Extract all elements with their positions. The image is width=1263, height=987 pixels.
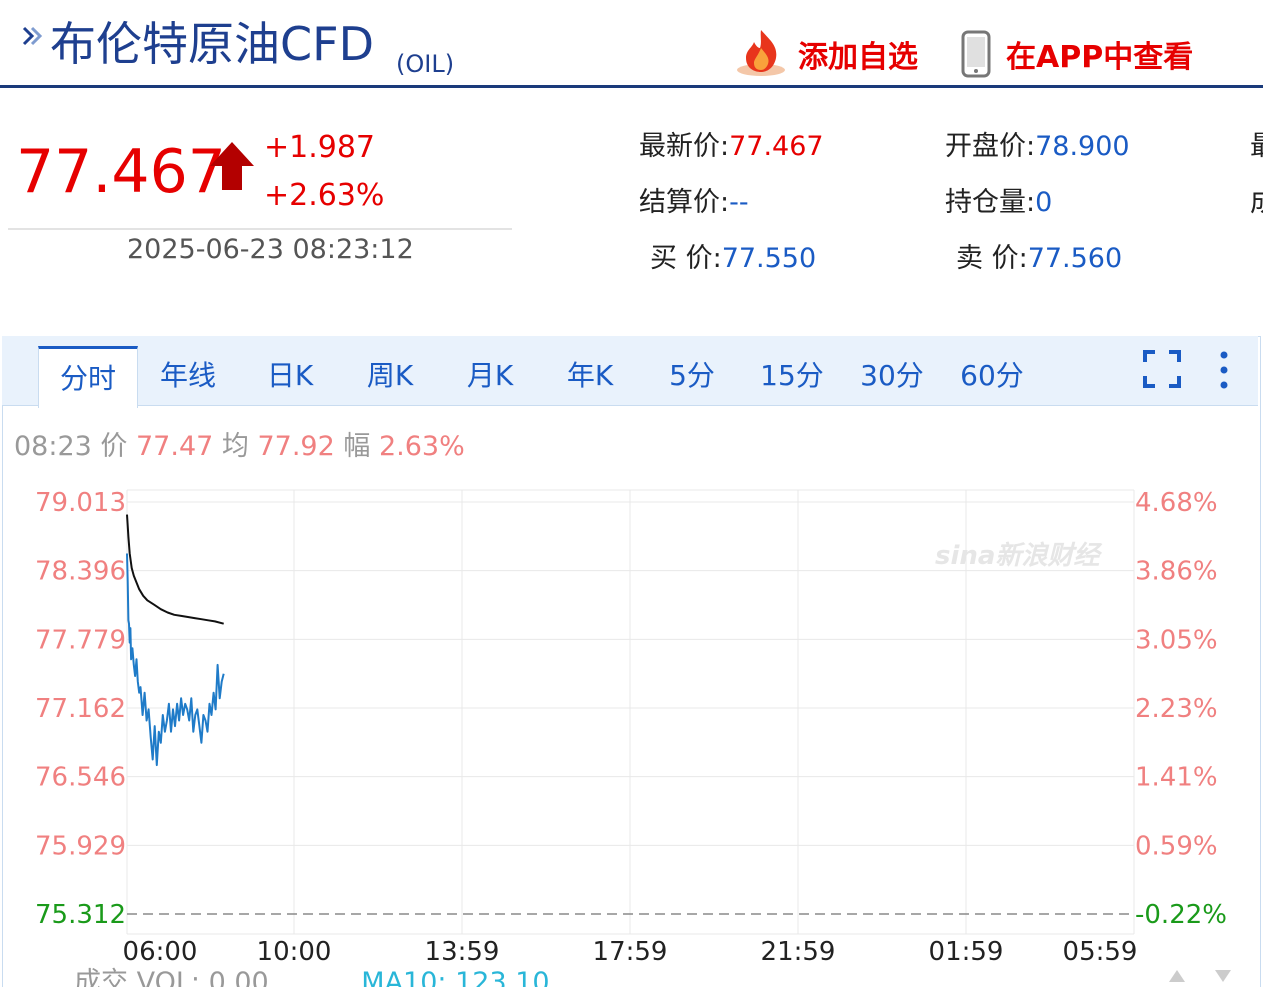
price-change: +1.987 <box>264 130 376 165</box>
open-price-value: 78.900 <box>1035 131 1130 162</box>
divider <box>8 228 512 230</box>
cut-label-2: 成 <box>1250 180 1263 219</box>
add-watchlist-button[interactable]: 添加自选 <box>798 40 918 75</box>
period-tab-bar <box>2 336 1258 406</box>
ask-price-field: 卖 价:77.560 <box>956 236 1122 275</box>
bid-price-label: 买 价: <box>650 243 722 274</box>
open-price-label: 开盘价: <box>945 131 1036 162</box>
info-amp: 2.63% <box>378 431 465 462</box>
crosshair-info: 08:23 价 77.47 均 77.92 幅 2.63% <box>14 424 465 463</box>
triangle-up-icon[interactable] <box>1167 968 1187 984</box>
avg-price-line <box>126 514 224 625</box>
phone-icon[interactable] <box>960 30 992 78</box>
y-tick-label-5: 75.929 <box>35 831 126 861</box>
x-tick-label-5: 01:59 <box>929 937 1004 967</box>
x-tick-label-1: 10:00 <box>257 937 332 967</box>
double-chevron-icon <box>22 26 43 46</box>
watermark-logo: sina新浪财经 <box>935 541 1102 571</box>
y-pct-label-0: 4.68% <box>1135 488 1218 518</box>
fullscreen-icon[interactable] <box>1143 350 1181 388</box>
symbol-code: (OIL) <box>396 50 455 78</box>
y-pct-label-4: 1.41% <box>1135 763 1218 793</box>
tab-4[interactable]: 月K <box>466 359 514 392</box>
x-tick-label-4: 21:59 <box>761 937 836 967</box>
bid-price-field: 买 价:77.550 <box>650 236 816 275</box>
info-avg: 77.92 <box>257 431 335 462</box>
triangle-down-icon[interactable] <box>1213 968 1233 984</box>
latest-price-label: 最新价: <box>639 131 730 162</box>
price-line <box>126 553 225 767</box>
bid-price-value: 77.550 <box>721 243 817 274</box>
open-price-field: 开盘价:78.900 <box>945 124 1130 163</box>
up-arrow-icon <box>210 142 254 190</box>
tab-1[interactable]: 年线 <box>159 359 216 392</box>
fire-icon[interactable] <box>734 26 788 78</box>
settle-price-field: 结算价:-- <box>639 180 749 219</box>
x-tick-label-0: 06:00 <box>123 937 198 967</box>
latest-price-value: 77.467 <box>729 131 824 162</box>
tab-9[interactable]: 60分 <box>960 359 1024 392</box>
info-price: 77.47 <box>136 431 214 462</box>
open-interest-field: 持仓量:0 <box>945 180 1052 219</box>
y-tick-label-3: 77.162 <box>35 694 126 724</box>
tab-8[interactable]: 30分 <box>860 359 924 392</box>
tab-2[interactable]: 日K <box>266 359 314 392</box>
open-interest-label: 持仓量: <box>945 187 1036 218</box>
y-tick-label-2: 77.779 <box>35 625 126 655</box>
open-in-app-button[interactable]: 在APP中查看 <box>1006 40 1194 75</box>
info-time: 08:23 <box>14 431 92 462</box>
more-vertical-icon[interactable] <box>1217 350 1231 390</box>
latest-price-field: 最新价:77.467 <box>639 124 824 163</box>
x-tick-label-2: 13:59 <box>425 937 500 967</box>
volume-value: VOL: 0.00 <box>136 967 269 987</box>
info-amp-label: 幅 <box>343 431 371 462</box>
settle-price-label: 结算价: <box>639 187 730 218</box>
volume-ma10: MA10: 123.10 <box>361 967 550 987</box>
y-pct-label-1: 3.86% <box>1135 557 1218 587</box>
info-avg-label: 均 <box>221 431 249 462</box>
intraday-chart[interactable]: sina新浪财经 79.013 78.396 77.779 77.162 76.546 75… <box>0 470 1263 987</box>
header-bar: 布伦特原油CFD (OIL) 添加自选 在APP中查看 <box>0 0 1263 88</box>
x-tick-label-6: 05:59 <box>1063 937 1138 967</box>
tab-5[interactable]: 年K <box>566 359 614 392</box>
page-title: 布伦特原油CFD <box>50 17 374 71</box>
tab-6[interactable]: 5分 <box>669 359 715 392</box>
quote-timestamp: 2025-06-23 08:23:12 <box>127 234 414 265</box>
y-pct-label-6: -0.22% <box>1135 900 1227 930</box>
x-tick-label-3: 17:59 <box>593 937 668 967</box>
volume-label: 成交 <box>74 967 128 987</box>
volume-info: 成交 VOL: 0.00 MA10: 123.10 <box>74 960 550 987</box>
tab-0[interactable]: 分时 <box>38 346 138 408</box>
price-change-percent: +2.63% <box>264 178 385 213</box>
y-tick-label-1: 78.396 <box>35 557 126 587</box>
settle-price-value: -- <box>729 187 749 218</box>
last-price: 77.467 <box>16 137 226 207</box>
cut-label-1: 最 <box>1250 124 1263 163</box>
ask-price-label: 卖 价: <box>956 243 1028 274</box>
y-pct-label-5: 0.59% <box>1135 831 1218 861</box>
y-tick-label-4: 76.546 <box>35 763 126 793</box>
info-price-label: 价 <box>100 431 128 462</box>
tab-3[interactable]: 周K <box>366 359 414 392</box>
y-tick-label-6: 75.312 <box>35 900 126 930</box>
y-tick-label-0: 79.013 <box>35 488 126 518</box>
y-pct-label-2: 3.05% <box>1135 625 1218 655</box>
y-pct-label-3: 2.23% <box>1135 694 1218 724</box>
ask-price-value: 77.560 <box>1027 243 1123 274</box>
open-interest-value: 0 <box>1035 187 1053 218</box>
tab-7[interactable]: 15分 <box>760 359 824 392</box>
